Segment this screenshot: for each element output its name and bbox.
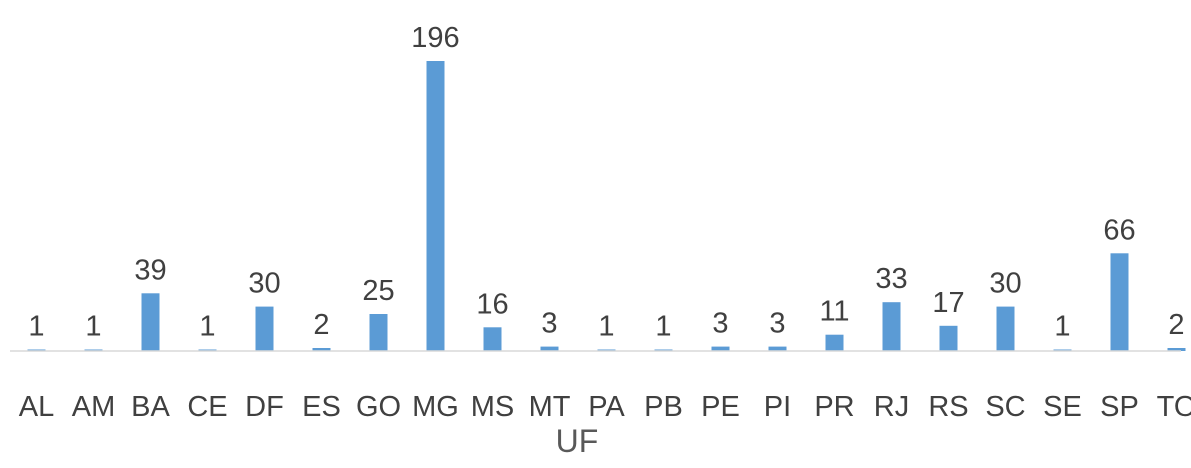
bar-mg	[427, 61, 445, 351]
x-tick-label-ms: MS	[471, 391, 515, 423]
x-tick-label-pa: PA	[588, 391, 625, 423]
x-tick-label-df: DF	[245, 391, 284, 423]
data-label-pe: 3	[712, 308, 728, 340]
x-tick-label-rj: RJ	[874, 391, 909, 423]
data-label-pr: 11	[819, 296, 849, 328]
data-label-mt: 3	[541, 308, 557, 340]
x-tick-label-al: AL	[19, 391, 54, 423]
data-label-pa: 1	[598, 311, 614, 343]
data-label-se: 1	[1054, 311, 1070, 343]
x-tick-label-mt: MT	[529, 391, 571, 423]
data-label-am: 1	[85, 311, 101, 343]
data-label-es: 2	[313, 309, 329, 341]
data-label-to: 2	[1168, 309, 1184, 341]
bar-rs	[940, 326, 958, 351]
data-label-al: 1	[28, 311, 44, 343]
data-label-rj: 33	[875, 263, 907, 295]
data-label-sp: 66	[1103, 214, 1135, 246]
data-label-pb: 1	[655, 311, 671, 343]
data-label-df: 30	[248, 268, 280, 300]
x-tick-label-am: AM	[72, 391, 116, 423]
x-axis-title: UF	[556, 423, 599, 459]
x-tick-label-mg: MG	[412, 391, 459, 423]
x-tick-label-to: TO	[1157, 391, 1191, 423]
data-label-sc: 30	[989, 268, 1021, 300]
data-label-mg: 196	[411, 22, 459, 54]
bar-pr	[826, 335, 844, 351]
bars-layer	[28, 61, 1186, 351]
bar-df	[256, 307, 274, 351]
x-tick-label-pi: PI	[764, 391, 791, 423]
x-tick-label-rs: RS	[928, 391, 968, 423]
bar-go	[370, 314, 388, 351]
x-tick-label-pr: PR	[814, 391, 854, 423]
bar-sp	[1111, 253, 1129, 351]
bar-ba	[142, 293, 160, 351]
bar-rj	[883, 302, 901, 351]
bar-ms	[484, 327, 502, 351]
x-tick-label-pe: PE	[701, 391, 740, 423]
x-tick-label-pb: PB	[644, 391, 683, 423]
data-label-ce: 1	[199, 311, 215, 343]
data-label-go: 25	[362, 275, 394, 307]
x-tick-label-sc: SC	[985, 391, 1025, 423]
data-label-pi: 3	[769, 308, 785, 340]
x-tick-labels-layer: AL AM BA CE DF ES GO MG MS MT PA PB PE PI PR RJ RS SC SE SP…	[19, 391, 1191, 423]
x-tick-label-es: ES	[302, 391, 341, 423]
x-tick-label-sp: SP	[1100, 391, 1139, 423]
x-tick-label-ba: BA	[131, 391, 170, 423]
x-tick-label-se: SE	[1043, 391, 1082, 423]
data-label-ba: 39	[134, 254, 166, 286]
x-tick-label-ce: CE	[187, 391, 227, 423]
bar-sc	[997, 307, 1015, 351]
data-label-ms: 16	[476, 288, 508, 320]
data-label-rs: 17	[932, 287, 964, 319]
x-tick-label-go: GO	[356, 391, 401, 423]
